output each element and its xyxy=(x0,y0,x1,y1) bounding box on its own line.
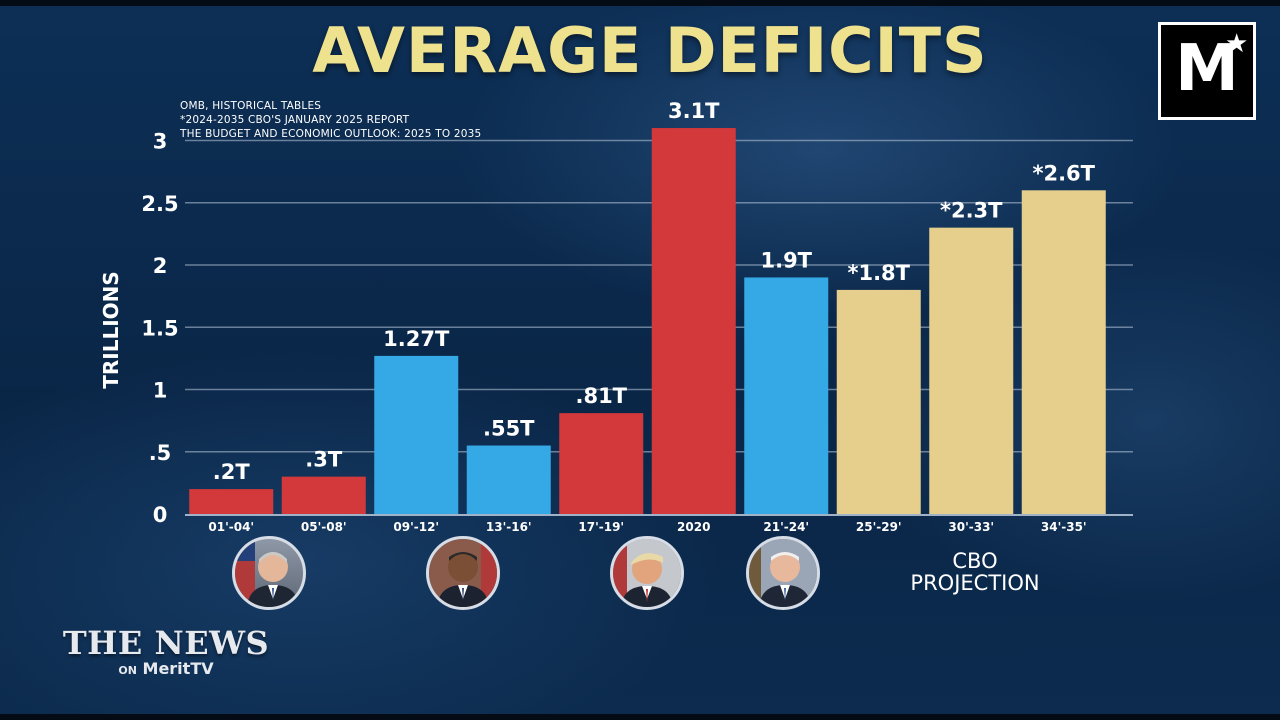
obama-portrait-icon xyxy=(426,536,500,610)
star-icon: ★ xyxy=(1225,29,1249,59)
bar xyxy=(189,489,274,514)
y-tick-label: 2 xyxy=(153,254,168,278)
network-brand-line: ON MeritTV xyxy=(60,660,272,680)
bar xyxy=(374,355,459,514)
cbo-label-line-1: CBO xyxy=(952,549,998,573)
x-tick-label: 17'-19' xyxy=(578,520,624,534)
y-tick-label: 3 xyxy=(153,130,168,154)
x-tick-label: 2020 xyxy=(677,520,710,534)
bar xyxy=(651,128,736,515)
logo-letter: M xyxy=(1175,32,1239,106)
bar xyxy=(281,476,366,514)
data-labels: .2T .3T 1.27T .55T .81T 3.1T 1.9T *1.8T *2.3T *2.… xyxy=(213,99,1096,484)
chart-title: AVERAGE DEFICITS xyxy=(312,14,988,87)
bar xyxy=(744,277,829,514)
x-tick-label: 13'-16' xyxy=(486,520,532,534)
source-line-3: THE BUDGET AND ECONOMIC OUTLOOK: 2025 TO… xyxy=(180,128,482,140)
y-tick-label: .5 xyxy=(149,441,172,465)
y-axis-label: TRILLIONS xyxy=(99,271,123,389)
x-tick-label: 05'-08' xyxy=(301,520,347,534)
bush-portrait-icon xyxy=(232,536,306,610)
y-tick-label: 1.5 xyxy=(141,316,178,340)
data-label: 3.1T xyxy=(668,99,720,123)
bars xyxy=(189,128,1106,515)
source-line-2: *2024-2035 CBO'S JANUARY 2025 REPORT xyxy=(180,114,410,126)
bar xyxy=(1021,190,1106,515)
data-label: .2T xyxy=(213,460,251,484)
cbo-projection-label: CBO PROJECTION xyxy=(880,550,1070,594)
source-notes: OMB, HISTORICAL TABLES *2024-2035 CBO'S … xyxy=(180,99,481,141)
x-tick-labels: 01'-04' 05'-08' 09'-12' 13'-16' 17'-19' 2020 2… xyxy=(208,520,1086,534)
data-label: *2.3T xyxy=(940,199,1003,223)
trump-portrait-icon xyxy=(610,536,684,610)
source-line-1: OMB, HISTORICAL TABLES xyxy=(180,100,322,112)
network-on-text: ON xyxy=(118,664,137,677)
network-brand-text: MeritTV xyxy=(142,659,214,678)
bar xyxy=(466,445,551,514)
data-label: 1.27T xyxy=(383,327,450,351)
bottom-letterbox-bar xyxy=(0,714,1280,720)
bar xyxy=(559,413,644,514)
x-tick-label: 09'-12' xyxy=(393,520,439,534)
data-label: .3T xyxy=(305,448,343,472)
x-tick-label: 34'-35' xyxy=(1041,520,1087,534)
data-label: .81T xyxy=(575,384,627,408)
y-tick-label: 0 xyxy=(153,503,168,527)
y-tick-label: 2.5 xyxy=(141,192,178,216)
x-tick-label: 30'-33' xyxy=(948,520,994,534)
data-label: *1.8T xyxy=(847,261,910,285)
data-label: .55T xyxy=(483,417,535,441)
y-tick-label: 1 xyxy=(153,379,168,403)
network-show-name: THE NEWS xyxy=(62,624,270,662)
top-letterbox-bar xyxy=(0,0,1280,6)
x-tick-label: 01'-04' xyxy=(208,520,254,534)
biden-portrait-icon xyxy=(746,536,820,610)
x-tick-label: 25'-29' xyxy=(856,520,902,534)
data-label: *2.6T xyxy=(1032,161,1095,185)
bar xyxy=(929,227,1014,514)
y-tick-labels: 0 .5 1 1.5 2 2.5 3 xyxy=(141,130,178,528)
bar xyxy=(836,289,921,514)
cbo-label-line-2: PROJECTION xyxy=(910,571,1040,595)
network-watermark: THE NEWS ON MeritTV xyxy=(60,626,272,680)
data-label: 1.9T xyxy=(760,248,812,272)
merit-logo: M ★ xyxy=(1158,22,1256,120)
x-tick-label: 21'-24' xyxy=(763,520,809,534)
